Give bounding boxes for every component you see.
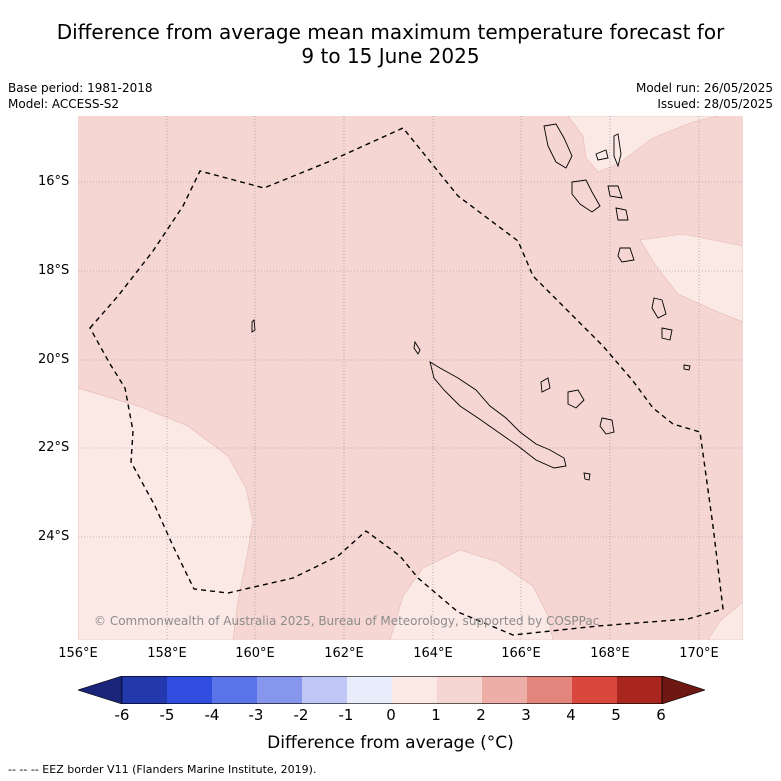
colorbar-label: 6 (656, 706, 666, 724)
island-vanuatu-espiritu (543, 123, 573, 169)
eez-footnote: -- -- -- EEZ border V11 (Flanders Marine… (8, 763, 317, 776)
colorbar-segment (482, 676, 527, 704)
island-vanuatu-malekula (571, 179, 601, 213)
colorbar-label: 0 (386, 706, 396, 724)
issued-date: Issued: 28/05/2025 (657, 97, 773, 111)
colorbar-label: 2 (476, 706, 486, 724)
colorbar-segment (527, 676, 572, 704)
islands (251, 123, 691, 481)
colorbar-label: 1 (431, 706, 441, 724)
colorbar-label: -5 (159, 706, 175, 724)
colorbar (78, 676, 705, 704)
colorbar-outline (121, 676, 663, 704)
colorbar-title: Difference from average (°C) (267, 733, 514, 753)
lon-tick-168e: 168°E (590, 646, 630, 661)
colorbar-segment (212, 676, 257, 704)
island-matthew (683, 364, 691, 371)
model-run: Model run: 26/05/2025 (635, 81, 773, 95)
colorbar-label: 4 (566, 706, 576, 724)
gridlines (78, 116, 743, 640)
colorbar-label: -3 (248, 706, 264, 724)
colorbar-segment (572, 676, 617, 704)
island-loyalty-3 (599, 417, 615, 435)
base-period: Base period: 1981-2018 (8, 81, 153, 95)
lon-tick-170e: 170°E (679, 646, 719, 661)
meta-left: Base period: 1981-2018 Model: ACCESS-S2 (8, 80, 153, 112)
colorbar-segment (257, 676, 302, 704)
lon-tick-164e: 164°E (413, 646, 453, 661)
island-vanuatu-epi (607, 185, 623, 199)
colorbar-segment (347, 676, 392, 704)
colorbar-extend-low (78, 676, 123, 704)
colorbar-label: -4 (204, 706, 220, 724)
chart-title: Difference from average mean maximum tem… (0, 20, 781, 68)
colorbar-extend-high (661, 676, 705, 704)
lon-tick-156e: 156°E (58, 646, 98, 661)
colorbar-segment (617, 676, 662, 704)
island-loyalty-2 (567, 389, 585, 409)
island-vanuatu-tanna (651, 297, 667, 319)
lon-tick-162e: 162°E (324, 646, 364, 661)
colorbar-label: 3 (521, 706, 531, 724)
island-loyalty-1 (540, 377, 551, 393)
colorbar-segment (437, 676, 482, 704)
anomaly-region-0-1-northeast (567, 116, 719, 173)
colorbar-label: -6 (114, 706, 130, 724)
anomaly-region-0-1-southwest (78, 387, 254, 640)
lon-tick-158e: 158°E (147, 646, 187, 661)
island-small-1 (251, 319, 256, 333)
anomaly-region-0-1-south (389, 549, 554, 640)
lat-tick-22s: 22°S (38, 440, 70, 455)
island-vanuatu-aneityum (661, 327, 673, 341)
anomaly-region-0-1-east (639, 233, 743, 323)
island-vanuatu-ambae (595, 149, 609, 161)
anomaly-region-0-1-southeast (707, 601, 743, 640)
eez-border (89, 127, 724, 636)
colorbar-label: -2 (293, 706, 309, 724)
colorbar-label: 5 (611, 706, 621, 724)
lon-tick-160e: 160°E (235, 646, 275, 661)
lat-tick-20s: 20°S (38, 352, 70, 367)
lat-tick-24s: 24°S (38, 529, 70, 544)
lat-tick-18s: 18°S (38, 263, 70, 278)
colorbar-segment (167, 676, 212, 704)
island-new-caledonia (429, 361, 567, 469)
lat-tick-16s: 16°S (38, 174, 70, 189)
copyright-notice: © Commonwealth of Australia 2025, Bureau… (94, 614, 600, 628)
lon-tick-166e: 166°E (501, 646, 541, 661)
island-walpole (583, 472, 591, 481)
island-vanuatu-pentecost (613, 133, 622, 168)
colorbar-label: -1 (338, 706, 354, 724)
title-line-1: Difference from average mean maximum tem… (56, 20, 725, 44)
colorbar-segment (392, 676, 437, 704)
island-vanuatu-erromango (617, 247, 635, 263)
model-name: Model: ACCESS-S2 (8, 97, 120, 111)
meta-right: Model run: 26/05/2025 Issued: 28/05/2025 (636, 80, 773, 112)
island-vanuatu-efate (615, 207, 629, 221)
forecast-map (78, 116, 743, 640)
colorbar-segment (302, 676, 347, 704)
colorbar-segment (122, 676, 167, 704)
title-line-2: 9 to 15 June 2025 (301, 44, 480, 68)
island-nc-northwest (413, 340, 421, 355)
